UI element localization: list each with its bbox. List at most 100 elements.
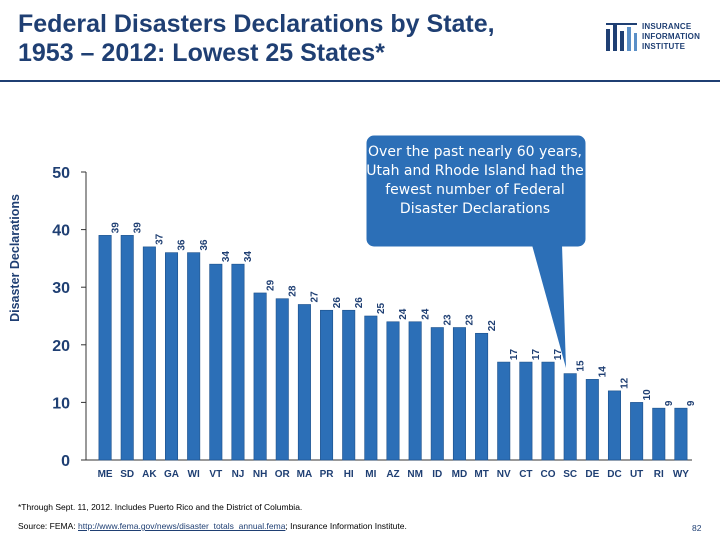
data-label: 23 xyxy=(465,314,476,326)
bar-hi xyxy=(342,309,356,461)
data-labels: 39 39 37 36 36 34 34 29 28 27 26 26 25 24 24 23 23 22 17 17… xyxy=(110,222,697,406)
data-label: 24 xyxy=(420,308,431,320)
x-tick-label: ME xyxy=(98,469,113,480)
source-line: Source: FEMA: http://www.fema.gov/news/d… xyxy=(18,521,407,531)
callout-text: Over the past nearly 60 years, Utah and … xyxy=(366,144,584,217)
header-rule xyxy=(0,80,720,82)
bar-wy xyxy=(674,407,688,461)
x-tick-label: GA xyxy=(164,469,179,480)
title-line-2: 1953 – 2012: Lowest 25 States* xyxy=(18,39,385,67)
data-label: 10 xyxy=(642,389,653,401)
callout-bubble xyxy=(365,134,587,368)
x-tick-label: HI xyxy=(344,469,354,480)
bar-nv xyxy=(497,361,511,461)
x-tick-label: WY xyxy=(673,469,689,480)
data-label: 28 xyxy=(287,285,298,297)
data-label: 26 xyxy=(354,297,365,309)
data-label: 12 xyxy=(620,377,631,389)
chart-title: Federal Disasters Declarations by State,… xyxy=(18,10,598,68)
data-label: 15 xyxy=(575,360,586,372)
iii-logo-mark-icon xyxy=(606,23,637,51)
data-label: 9 xyxy=(686,400,697,406)
bar-or xyxy=(275,298,289,461)
y-tick-label: 30 xyxy=(52,280,70,297)
x-tick-label: AZ xyxy=(386,469,399,480)
data-label: 9 xyxy=(664,400,675,406)
bar-sd xyxy=(120,235,134,461)
x-tick-label: OR xyxy=(275,469,291,480)
chart-bars xyxy=(98,235,688,461)
bar-de xyxy=(585,379,599,461)
data-label: 17 xyxy=(509,349,520,361)
data-label: 36 xyxy=(199,239,210,251)
bar-mt xyxy=(475,332,489,461)
data-label: 23 xyxy=(442,314,453,326)
y-tick-label: 50 xyxy=(52,165,70,182)
data-label: 25 xyxy=(376,302,387,314)
x-tick-label: SC xyxy=(563,469,577,480)
x-tick-label: VT xyxy=(209,469,222,480)
data-label: 24 xyxy=(398,308,409,320)
bar-md xyxy=(452,327,466,461)
bar-ma xyxy=(297,304,311,461)
bar-ut xyxy=(630,402,644,461)
bar-id xyxy=(430,327,444,461)
data-label: 37 xyxy=(155,233,166,245)
x-tick-label: CT xyxy=(519,469,532,480)
data-label: 36 xyxy=(177,239,188,251)
data-label: 39 xyxy=(110,222,121,234)
bar-chart: 0 10 20 30 40 50 ME SD AK GA WI VT NJ NH OR MA PR HI MI AZ… xyxy=(8,134,697,480)
bar-wi xyxy=(187,252,201,461)
x-tick-label: MT xyxy=(474,469,488,480)
x-tick-label: DC xyxy=(607,469,621,480)
y-tick-label: 0 xyxy=(61,453,70,470)
x-tick-label: RI xyxy=(654,469,664,480)
x-tick-label: WI xyxy=(188,469,200,480)
bar-az xyxy=(386,321,400,461)
bar-mi xyxy=(364,315,378,461)
data-label: 29 xyxy=(265,279,276,291)
data-label: 17 xyxy=(553,349,564,361)
data-label: 17 xyxy=(531,349,542,361)
bar-vt xyxy=(209,263,223,461)
data-label: 22 xyxy=(487,320,498,332)
x-tick-label: NM xyxy=(407,469,423,480)
source-link[interactable]: http://www.fema.gov/news/disaster_totals… xyxy=(78,521,286,531)
callout-box xyxy=(365,134,587,248)
iii-logo: INSURANCE INFORMATION INSTITUTE xyxy=(606,20,716,60)
data-label: 34 xyxy=(221,251,232,263)
bar-ct xyxy=(519,361,533,461)
bar-ga xyxy=(165,252,179,461)
data-label: 26 xyxy=(332,297,343,309)
bar-ri xyxy=(652,407,666,461)
x-tick-label: MD xyxy=(452,469,468,480)
y-tick-label: 40 xyxy=(52,223,70,240)
x-tick-label: NV xyxy=(497,469,511,480)
x-tick-label: MA xyxy=(297,469,313,480)
bar-dc xyxy=(607,390,621,461)
bar-me xyxy=(98,235,112,461)
footnote: *Through Sept. 11, 2012. Includes Puerto… xyxy=(18,502,303,512)
bar-co xyxy=(541,361,555,461)
data-label: 14 xyxy=(598,366,609,378)
x-tick-label: SD xyxy=(120,469,134,480)
y-tick-label: 20 xyxy=(52,338,70,355)
data-label: 34 xyxy=(243,251,254,263)
y-tick-labels: 0 10 20 30 40 50 xyxy=(52,165,70,470)
x-tick-labels: ME SD AK GA WI VT NJ NH OR MA PR HI MI AZ NM ID MD MT NV CT… xyxy=(98,469,690,480)
logo-line-2: INFORMATION xyxy=(642,32,701,41)
x-tick-label: MI xyxy=(365,469,376,480)
x-tick-label: CO xyxy=(541,469,556,480)
x-tick-label: ID xyxy=(432,469,442,480)
source-suffix: ; Insurance Information Institute. xyxy=(285,521,407,531)
bar-nm xyxy=(408,321,422,461)
y-tick-label: 10 xyxy=(52,395,70,412)
x-tick-label: DE xyxy=(585,469,599,480)
iii-logo-text: INSURANCE INFORMATION INSTITUTE xyxy=(642,22,700,52)
bar-sc xyxy=(563,373,577,461)
bar-nj xyxy=(231,263,245,461)
y-axis-label: Disaster Declarations xyxy=(8,194,22,322)
x-tick-label: NH xyxy=(253,469,267,480)
page-number: 82 xyxy=(692,523,702,533)
x-tick-label: PR xyxy=(320,469,335,480)
